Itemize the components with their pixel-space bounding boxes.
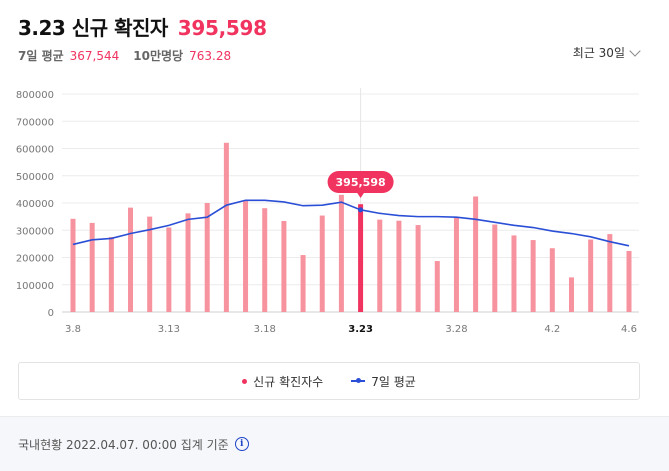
bar: [588, 239, 594, 312]
per100k-label: 10만명당: [133, 49, 184, 63]
x-tick-label: 3.28: [445, 324, 467, 335]
info-icon[interactable]: i: [234, 437, 249, 451]
cases-chart: 0 100000 200000 300000 400000 500000 600000 700…: [16, 88, 639, 335]
x-tick-label: 4.6: [621, 324, 637, 335]
footer-text: 국내현황 2022.04.07. 00:00 집계 기준: [18, 437, 229, 452]
bar: [549, 248, 555, 312]
footer: 국내현황 2022.04.07. 00:00 집계 기준 i: [0, 416, 669, 471]
page-title: 3.23 신규 확진자: [18, 16, 168, 40]
y-tick-label: 500000: [16, 172, 54, 183]
x-tick-label: 4.2: [544, 324, 560, 335]
legend-item-7day-avg[interactable]: 7일 평균: [351, 373, 416, 390]
bar: [453, 217, 459, 312]
avg-value: 367,544: [69, 49, 120, 63]
bar: [415, 225, 421, 312]
avg-line: [72, 199, 630, 247]
period-select[interactable]: 최근 30일: [572, 44, 641, 61]
bar: [434, 261, 440, 312]
bar: [396, 220, 402, 312]
legend-label-7day-avg: 7일 평균: [371, 374, 416, 389]
bar: [358, 204, 364, 312]
new-cases-value: 395,598: [177, 16, 267, 40]
bar: [338, 194, 344, 312]
x-tick-label: 3.18: [254, 324, 276, 335]
bar: [511, 235, 517, 312]
bar: [530, 240, 536, 312]
bar: [204, 203, 210, 312]
avg-label: 7일 평균: [18, 49, 64, 63]
y-tick-label: 200000: [16, 254, 54, 265]
bar: [147, 216, 153, 312]
tooltip-value: 395,598: [336, 176, 386, 189]
bar: [473, 196, 479, 312]
bar: [243, 201, 249, 312]
bar: [89, 222, 95, 312]
y-tick-label: 700000: [16, 117, 54, 128]
legend-line-icon: [351, 378, 366, 383]
bar: [108, 237, 114, 312]
summary-row: 7일 평균 367,544 10만명당 763.28: [18, 47, 651, 64]
bar: [568, 277, 574, 312]
bar: [70, 218, 76, 312]
y-tick-label: 300000: [16, 226, 54, 237]
x-tick-label: 3.8: [65, 324, 81, 335]
x-tick-label: 3.13: [158, 324, 180, 335]
legend-item-new-cases[interactable]: 신규 확진자수: [242, 373, 323, 390]
y-tick-label: 800000: [16, 90, 54, 101]
bar: [319, 215, 325, 312]
bar: [300, 255, 306, 312]
period-label: 최근 30일: [572, 46, 625, 60]
bar: [281, 220, 287, 312]
header: 3.23 신규 확진자 395,598 7일 평균 367,544 10만명당 …: [18, 12, 651, 64]
avg-point-highlight: [358, 207, 364, 213]
x-tick-label: 3.23: [348, 324, 373, 335]
bar: [262, 208, 268, 312]
bar: [607, 234, 613, 312]
bar: [492, 224, 498, 312]
bar: [185, 213, 191, 312]
y-tick-label: 0: [48, 308, 54, 319]
bar: [128, 207, 134, 312]
tooltip-bubble: [327, 171, 394, 193]
y-tick-label: 600000: [16, 145, 54, 156]
per100k-value: 763.28: [189, 49, 232, 63]
legend-label-new-cases: 신규 확진자수: [253, 374, 324, 389]
legend-dot-icon: [242, 378, 248, 384]
y-tick-label: 100000: [16, 281, 54, 292]
bar: [377, 219, 383, 312]
y-tick-label: 400000: [16, 199, 54, 210]
bar: [166, 227, 172, 312]
chevron-down-icon: [629, 44, 641, 57]
bar: [626, 250, 632, 312]
chart-legend: 신규 확진자수 7일 평균: [18, 362, 640, 400]
title-row: 3.23 신규 확진자 395,598: [18, 12, 651, 41]
tooltip-pointer: [356, 192, 365, 198]
bar: [223, 142, 229, 312]
